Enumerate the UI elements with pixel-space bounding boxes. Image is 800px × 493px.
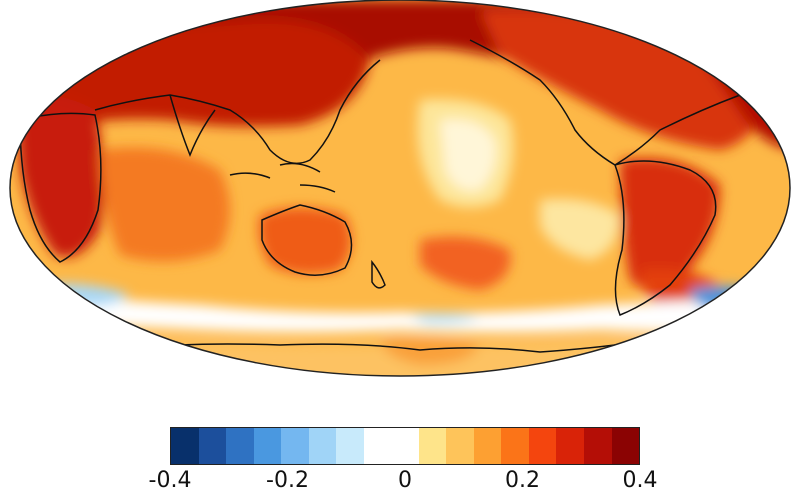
colorbar — [170, 427, 640, 465]
colorbar-cell — [611, 428, 640, 464]
south-america-warm-region — [620, 157, 720, 290]
colorbar-cell — [226, 428, 254, 464]
colorbar-cell — [253, 428, 282, 464]
south-america-coastline — [614, 160, 717, 316]
colorbar-cell — [198, 428, 227, 464]
colorbar-cell — [171, 428, 199, 464]
colorbar-tick-label: -0.2 — [266, 468, 309, 493]
southern-ocean-cool-band — [10, 290, 790, 333]
australia-coastline — [261, 204, 353, 276]
colorbar-cell — [391, 428, 419, 464]
colorbar-tick-label: 0.2 — [505, 468, 540, 493]
asia-coastline — [94, 59, 381, 165]
colorbar-cell — [473, 428, 502, 464]
colorbar-cell — [336, 428, 364, 464]
east-pacific-pale-patch — [540, 199, 620, 260]
world-temperature-anomaly-map — [9, 0, 791, 377]
coastlines — [19, 18, 771, 353]
greenland-coastline — [688, 18, 742, 46]
colorbar-cell — [446, 428, 474, 464]
indian-ocean-region — [100, 147, 230, 262]
colorbar-tick-label: -0.4 — [148, 468, 192, 493]
colorbar-cell — [528, 428, 557, 464]
africa-coastline — [19, 112, 102, 263]
india-coastline — [169, 94, 216, 158]
central-pacific-white-patch — [440, 119, 496, 191]
africa-warm-region — [15, 94, 104, 258]
southern-ocean-blue-patch-mid — [410, 313, 480, 325]
colorbar-cell — [418, 428, 447, 464]
colorbar-cell — [501, 428, 529, 464]
colorbar-tick-label: 0.4 — [622, 468, 658, 493]
globe-outline — [9, 0, 791, 377]
colorbar-tick-label: 0 — [398, 468, 412, 493]
colorbar-cell — [556, 428, 584, 464]
indonesia-coastline — [229, 162, 336, 193]
antarctica-warm-patch — [380, 338, 480, 365]
new-zealand-coastline — [371, 259, 386, 289]
south-pacific-warm-patch — [420, 236, 511, 290]
colorbar-cell — [583, 428, 612, 464]
colorbar-cell — [363, 428, 392, 464]
australia-warm-region — [258, 207, 352, 274]
colorbar-cell — [308, 428, 337, 464]
colorbar-cell — [281, 428, 309, 464]
